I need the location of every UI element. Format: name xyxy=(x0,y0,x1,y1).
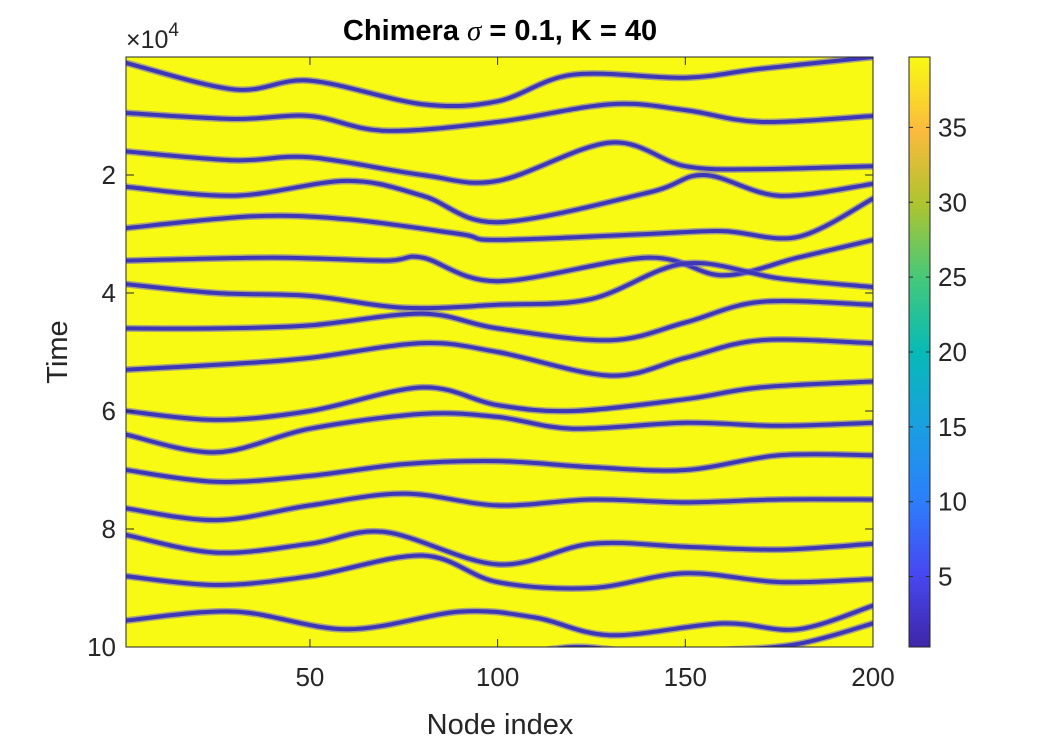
y-tick-label: 6 xyxy=(102,396,116,426)
x-tick-label: 100 xyxy=(476,662,519,692)
band-11 xyxy=(126,411,873,455)
band-2 xyxy=(126,101,873,133)
colorbar-ticks: 5 10 15 20 25 30 35 xyxy=(909,112,967,592)
sigma-symbol: σ xyxy=(467,15,483,47)
y-tick-label: 8 xyxy=(102,514,116,544)
colorbar-tick-label: 10 xyxy=(938,487,967,517)
y-tick-label: 10 xyxy=(87,632,116,662)
y-axis-label: Time xyxy=(42,320,74,383)
band-1 xyxy=(126,57,873,109)
colorbar-tick-label: 30 xyxy=(938,187,967,217)
chart-title: Chimera σ = 0.1, K = 40 xyxy=(343,15,657,47)
y-tick-label: 4 xyxy=(102,278,116,308)
band-15 xyxy=(126,553,873,591)
x-tick-label: 200 xyxy=(851,662,894,692)
band-14 xyxy=(126,529,873,567)
band-17 xyxy=(552,621,873,647)
band-6 xyxy=(126,237,873,284)
x-tick-label: 150 xyxy=(664,662,707,692)
band-9 xyxy=(126,337,873,378)
band-8 xyxy=(126,299,873,343)
colorbar-tick-label: 35 xyxy=(938,112,967,142)
heatmap-bands xyxy=(126,57,873,647)
colorbar-tick-label: 5 xyxy=(938,562,952,592)
plot-frame xyxy=(125,56,874,648)
band-3 xyxy=(126,140,873,185)
x-axis-ticks: 50 100 150 200 xyxy=(295,57,895,692)
band-16 xyxy=(126,603,873,638)
colorbar-tick-label: 25 xyxy=(938,262,967,292)
band-13 xyxy=(126,491,873,523)
y-axis-multiplier: ×104 xyxy=(126,20,179,54)
band-7 xyxy=(126,260,873,311)
y-axis-ticks: 2 4 6 8 10 xyxy=(87,160,873,662)
band-12 xyxy=(126,452,873,484)
y-tick-label: 2 xyxy=(102,160,116,190)
band-4 xyxy=(126,172,873,225)
colorbar-tick-label: 20 xyxy=(938,337,967,367)
band-10 xyxy=(126,379,873,422)
colorbar-tick-label: 15 xyxy=(938,412,967,442)
x-axis-label: Node index xyxy=(427,709,574,741)
x-tick-label: 50 xyxy=(295,662,324,692)
band-5 xyxy=(126,196,873,242)
